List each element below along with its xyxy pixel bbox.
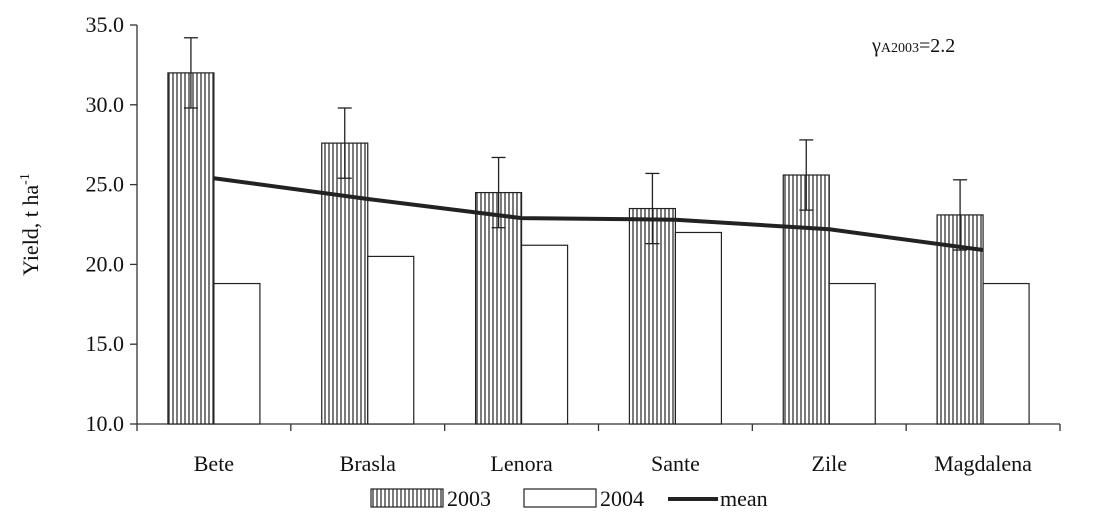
bars	[167, 37, 1030, 425]
mean-line	[213, 176, 984, 253]
bar-2003-zile	[782, 174, 830, 425]
annotation-value: =2.2	[919, 35, 955, 57]
legend-swatch-2003	[370, 488, 444, 508]
x-tick-label: Bete	[194, 451, 234, 476]
y-axis-title-superscript: -1	[18, 173, 33, 185]
bar-2003-bete	[167, 72, 215, 425]
bar-2003-brasla	[321, 142, 369, 425]
x-tick-label: Sante	[651, 451, 700, 476]
annotation-subscript: A2003	[881, 41, 919, 56]
legend-label-mean: mean	[720, 486, 768, 511]
annotation-symbol: γ	[871, 35, 881, 57]
x-tick-label: Zile	[812, 451, 847, 476]
axes: 10.0 15.0 20.0 25.0 30.0 35.0	[86, 12, 1061, 436]
bar-2004-sante	[674, 231, 723, 425]
legend: 2003 2004 mean	[370, 486, 768, 511]
y-axis-title: Yield, t ha-1	[18, 173, 43, 276]
bar-2003-sante	[628, 207, 677, 425]
bar-2003-lenora	[474, 191, 523, 425]
x-tick-label: Magdalena	[934, 451, 1032, 476]
legend-label-2003: 2003	[447, 486, 491, 511]
labels: Bete Brasla Lenora Sante Zile Magdalena Yield,…	[18, 173, 1032, 476]
legend-label-2004: 2004	[600, 486, 644, 511]
x-tick-label: Lenora	[490, 451, 553, 476]
y-tick-label: 20.0	[86, 251, 125, 276]
bar-2004-lenora	[520, 244, 569, 425]
y-tick-label: 30.0	[86, 92, 125, 117]
bar-2004-magdalena	[982, 282, 1030, 425]
bar-2004-zile	[828, 282, 876, 425]
annotation: γA2003=2.2	[871, 35, 955, 57]
y-tick-label: 15.0	[86, 331, 125, 356]
legend-swatch-2004	[523, 488, 597, 508]
bar-2004-bete	[213, 282, 261, 425]
y-tick-label: 10.0	[86, 411, 125, 436]
x-tick-label: Brasla	[340, 451, 396, 476]
y-tick-label: 35.0	[86, 12, 125, 37]
y-axis-title-main: Yield, t ha	[18, 185, 43, 276]
mean-line-group	[213, 176, 984, 253]
y-tick-label: 25.0	[86, 172, 125, 197]
bar-2004-brasla	[367, 255, 415, 425]
